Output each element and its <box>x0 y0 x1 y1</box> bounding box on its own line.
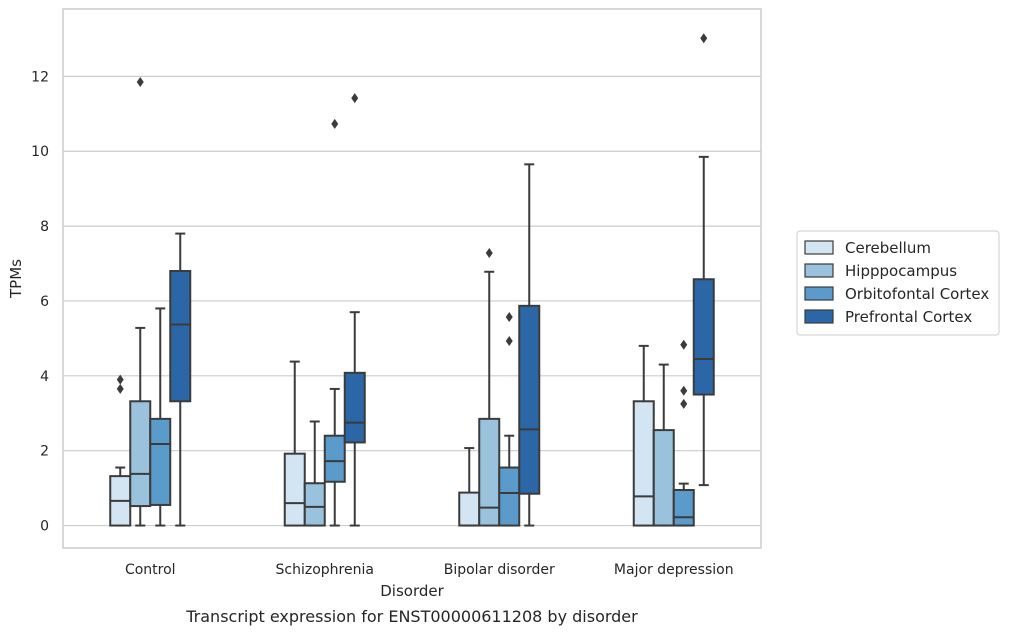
box <box>518 304 541 495</box>
y-tick-label: 4 <box>40 369 49 385</box>
y-axis-title: TPMs <box>7 259 25 299</box>
outlier-point <box>136 76 144 87</box>
box-group <box>129 76 152 527</box>
legend: Cerebellum Hipppocampus Orbitofontal Corte… <box>796 230 1000 336</box>
box <box>632 400 655 527</box>
box <box>672 488 695 527</box>
outlier-point <box>505 336 513 347</box>
box <box>169 270 192 403</box>
outlier-point <box>680 339 688 350</box>
y-tick-label: 8 <box>40 219 49 235</box>
box-group <box>303 420 326 527</box>
outlier-point <box>116 383 124 394</box>
box-group <box>283 360 306 527</box>
box <box>129 400 152 508</box>
box <box>692 278 715 396</box>
legend-swatch <box>804 263 834 278</box>
box-group <box>672 339 695 527</box>
outlier-point <box>331 118 339 129</box>
box <box>478 417 501 527</box>
legend-frame <box>796 230 1000 336</box>
outlier-point <box>485 248 493 259</box>
legend-label: Cerebellum <box>845 239 931 257</box>
x-tick-label: Control <box>125 562 176 578</box>
box <box>323 434 346 483</box>
box-group <box>323 118 346 527</box>
y-tick-label: 10 <box>31 144 49 160</box>
outlier-point <box>116 374 124 385</box>
outlier-point <box>680 385 688 396</box>
y-tick-label: 2 <box>40 444 49 460</box>
box <box>303 482 326 527</box>
box-group <box>478 248 501 527</box>
box-group <box>632 344 655 527</box>
x-axis-title: Disorder <box>380 582 444 600</box>
box <box>283 452 306 527</box>
box <box>149 417 172 506</box>
outlier-point <box>505 312 513 323</box>
legend-label: Prefrontal Cortex <box>845 308 972 326</box>
outlier-point <box>351 93 359 104</box>
legend-label: Orbitofontal Cortex <box>845 285 989 303</box>
box-group <box>169 232 192 527</box>
box-group <box>149 307 172 527</box>
legend-swatch <box>804 286 834 301</box>
y-tick-label: 6 <box>40 294 49 310</box>
x-tick-label: Bipolar disorder <box>444 562 555 578</box>
legend-swatch <box>804 309 834 324</box>
x-tick-labels: Control Schizophrenia Bipolar disorder Majo… <box>125 562 734 578</box>
x-tick-label: Major depression <box>614 562 734 578</box>
box-group <box>343 93 366 527</box>
y-tick-labels: 0 2 4 6 8 10 12 <box>31 69 49 534</box>
chart-caption: Transcript expression for ENST0000061120… <box>185 607 638 626</box>
x-tick-label: Schizophrenia <box>276 562 374 578</box>
plot-frame <box>62 8 762 549</box>
legend-swatch <box>804 240 834 255</box>
legend-label: Hipppocampus <box>845 262 957 280</box>
y-tick-label: 0 <box>40 519 49 535</box>
box <box>343 371 366 444</box>
box-group <box>109 374 132 527</box>
boxes <box>109 33 715 527</box>
outlier-point <box>700 33 708 44</box>
box-group <box>518 163 541 527</box>
outlier-point <box>680 398 688 409</box>
box <box>458 491 481 527</box>
box-group <box>652 363 675 527</box>
box-group <box>498 312 521 527</box>
box-group <box>692 33 715 487</box>
box <box>498 466 521 527</box>
y-tick-label: 12 <box>31 69 49 85</box>
box-group <box>458 447 481 527</box>
box <box>652 429 675 527</box>
